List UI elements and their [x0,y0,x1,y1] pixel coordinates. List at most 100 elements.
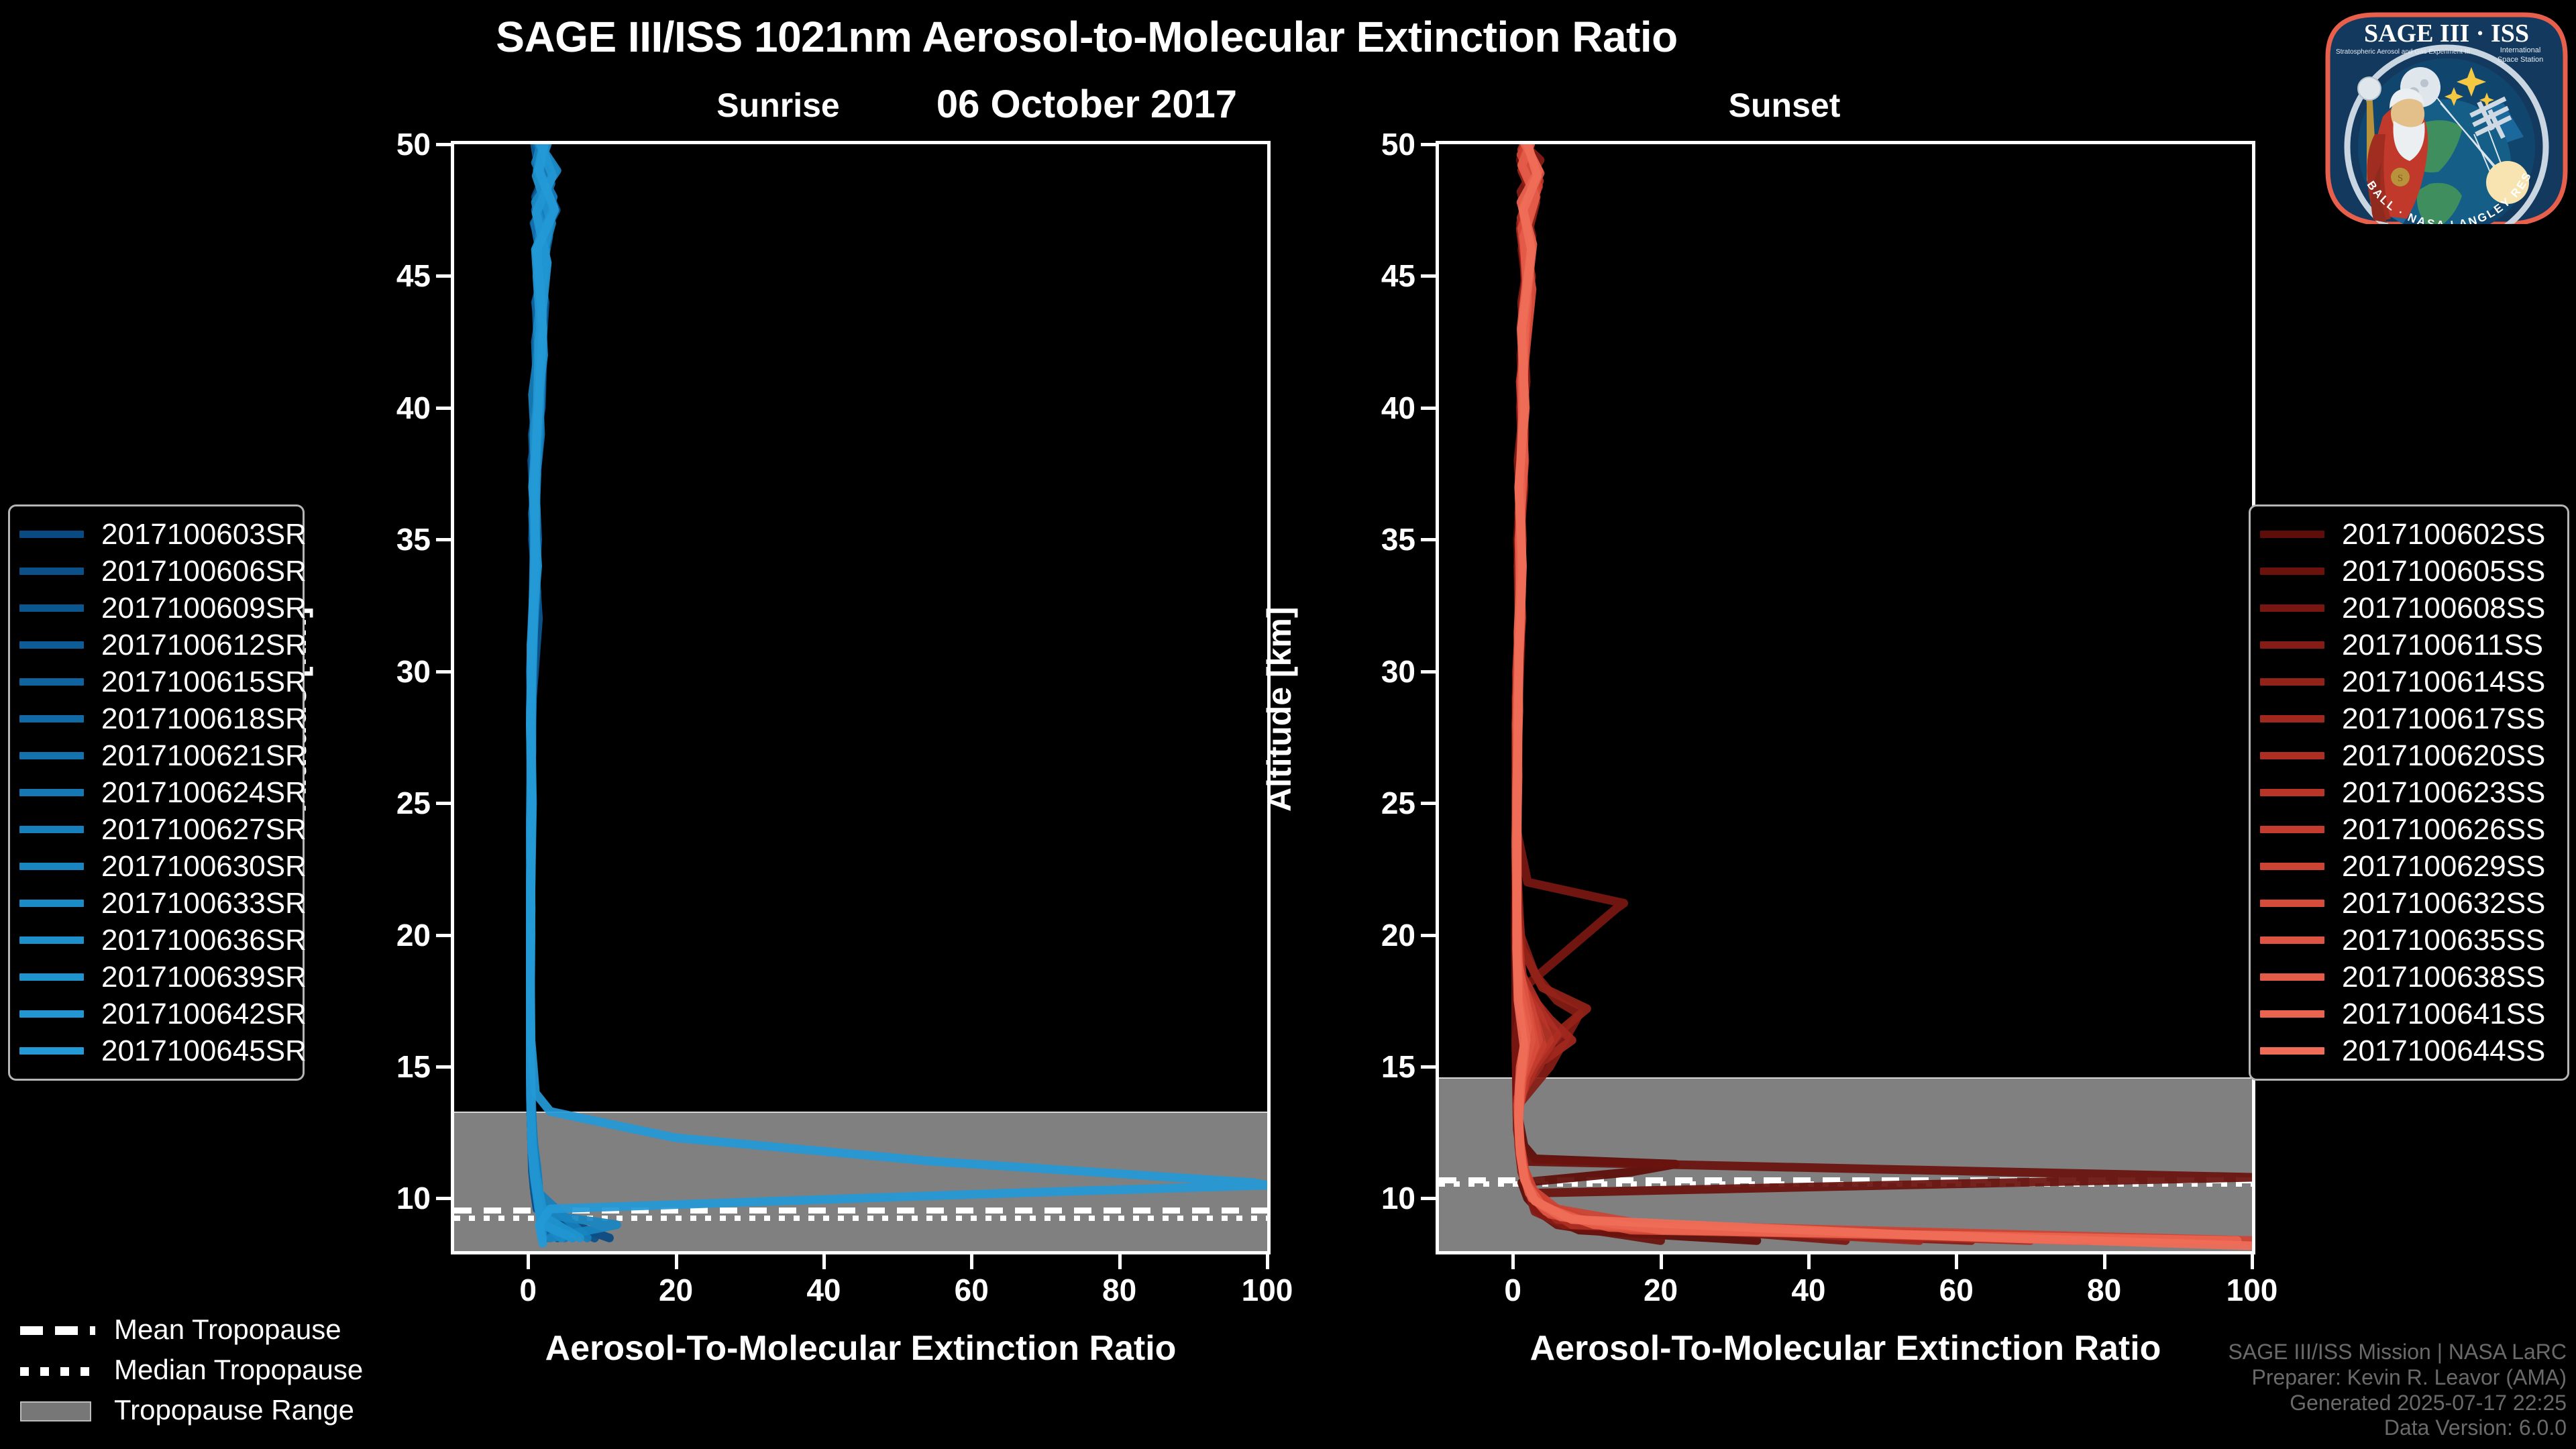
legend-color-swatch-icon [2260,789,2324,796]
legend-item[interactable]: 2017100605SS [2260,553,2555,590]
y-tick-label-sr-40: 40 [396,390,431,425]
y-tick-label-sr-15: 15 [396,1049,431,1084]
page-date: 06 October 2017 [936,83,1238,126]
x-tick-mark-ss-60 [1955,1254,1959,1269]
legend-sunrise[interactable]: 2017100603SR 2017100606SR 2017100609SR 2017… [8,504,307,1081]
legend-label: 2017100609SR [101,591,307,625]
median-tropopause-line-sunrise [454,1215,1267,1221]
legend-item[interactable]: 2017100632SS [2260,885,2555,922]
legend-item[interactable]: 2017100606SR [19,553,307,590]
y-tick-mark-sr-40 [436,406,451,410]
legend-label: 2017100605SS [2342,554,2546,588]
legend-label: 2017100630SR [101,849,307,883]
x-tick-label-ss-0: 0 [1504,1273,1521,1307]
legend-item[interactable]: 2017100638SS [2260,959,2555,996]
legend-item[interactable]: 2017100644SS [2260,1032,2555,1069]
legend-item[interactable]: 2017100629SS [2260,848,2555,885]
x-tick-mark-ss-0 [1511,1254,1515,1269]
y-tick-label-sr-10: 10 [396,1181,431,1216]
profile-traces-sunset [1511,144,2252,1250]
y-tick-mark-sr-15 [436,1065,451,1069]
legend-label: 2017100627SR [101,812,307,846]
legend-label: 2017100617SS [2342,702,2546,735]
y-tick-label-ss-50: 50 [1381,127,1415,162]
legend-color-swatch-icon [19,715,84,722]
plot-panel-sunrise[interactable] [451,141,1271,1254]
x-tick-label-ss-100: 100 [2226,1273,2278,1307]
legend-item[interactable]: 2017100635SS [2260,922,2555,959]
legend-item[interactable]: 2017100639SR [19,959,307,996]
legend-color-swatch-icon [2260,936,2324,944]
credits-line-version: Data Version: 6.0.0 [2383,1415,2567,1440]
legend-color-swatch-icon [19,826,84,833]
svg-text:S: S [2398,173,2403,184]
legend-item[interactable]: 2017100608SS [2260,590,2555,627]
y-tick-label-ss-25: 25 [1381,786,1415,821]
legend-item[interactable]: 2017100624SR [19,774,307,811]
credits-line-generated: Generated 2025-07-17 22:25 [2290,1390,2567,1415]
legend-label: 2017100602SS [2342,517,2546,551]
legend-item[interactable]: 2017100603SR [19,516,307,553]
page-title: SAGE III/ISS 1021nm Aerosol-to-Molecular… [496,13,1678,61]
y-tick-mark-ss-45 [1421,274,1436,278]
legend-label: 2017100624SR [101,775,307,809]
logo-title-text: SAGE III · ISS [2364,19,2529,48]
plot-panel-sunset[interactable] [1436,141,2255,1254]
legend-sunset[interactable]: 2017100602SS 2017100605SS 2017100608SS 2017… [2249,504,2569,1081]
legend-item[interactable]: 2017100636SR [19,922,307,959]
legend-item[interactable]: 2017100602SS [2260,516,2555,553]
x-tick-mark-ss-100 [2251,1254,2254,1269]
legend-item[interactable]: 2017100623SS [2260,774,2555,811]
profile-traces-sunrise [526,144,1267,1248]
legend-item[interactable]: 2017100615SR [19,663,307,700]
panel-label-sunset: Sunset [1728,87,1841,124]
legend-item[interactable]: 2017100641SS [2260,996,2555,1032]
legend-label: 2017100620SS [2342,739,2546,772]
y-tick-mark-ss-15 [1421,1065,1436,1069]
x-tick-mark-sr-100 [1266,1254,1269,1269]
legend-item[interactable]: 2017100609SR [19,590,307,627]
y-axis-label-sunset: Altitude [km] [1260,606,1298,812]
legend-label: 2017100642SR [101,997,307,1030]
legend-item[interactable]: 2017100633SR [19,885,307,922]
y-tick-mark-ss-50 [1421,143,1436,146]
y-tick-mark-sr-30 [436,669,451,674]
legend-color-swatch-icon [2260,826,2324,833]
legend-label: 2017100644SS [2342,1034,2546,1067]
credits-line-mission: SAGE III/ISS Mission | NASA LaRC [2228,1340,2567,1364]
x-tick-label-sr-100: 100 [1241,1273,1293,1307]
legend-item-median-tropopause: Median Tropopause [9,1350,363,1390]
x-axis-label-sunrise: Aerosol-To-Molecular Extinction Ratio [545,1329,1177,1368]
legend-item[interactable]: 2017100611SS [2260,627,2555,663]
legend-item[interactable]: 2017100645SR [19,1032,307,1069]
legend-item[interactable]: 2017100612SR [19,627,307,663]
legend-item[interactable]: 2017100614SS [2260,663,2555,700]
y-tick-label-sr-50: 50 [396,127,431,162]
x-tick-label-sr-20: 20 [658,1273,694,1307]
legend-item[interactable]: 2017100620SS [2260,737,2555,774]
legend-item[interactable]: 2017100618SR [19,700,307,737]
credits-block: SAGE III/ISS Mission | NASA LaRC Prepare… [2229,1340,2567,1441]
legend-item[interactable]: 2017100617SS [2260,700,2555,737]
legend-color-swatch-icon [2260,715,2324,722]
legend-color-swatch-icon [19,641,84,649]
legend-color-swatch-icon [19,936,84,944]
y-tick-mark-sr-35 [436,538,451,542]
legend-label: 2017100635SS [2342,923,2546,957]
legend-label: 2017100603SR [101,517,307,551]
legend-item[interactable]: 2017100642SR [19,996,307,1032]
legend-label: 2017100641SS [2342,997,2546,1030]
x-tick-mark-ss-80 [2102,1254,2106,1269]
legend-item[interactable]: 2017100630SR [19,848,307,885]
y-tick-mark-ss-10 [1421,1197,1436,1201]
legend-item[interactable]: 2017100626SS [2260,811,2555,848]
svg-text:Stratospheric Aerosol and Gas: Stratospheric Aerosol and Gas Experiment… [2336,48,2470,56]
credits-line-preparer: Preparer: Kevin R. Leavor (AMA) [2251,1364,2567,1389]
legend-color-swatch-icon [19,863,84,870]
y-tick-label-ss-45: 45 [1381,258,1415,294]
y-tick-label-sr-25: 25 [396,786,431,821]
legend-item[interactable]: 2017100627SR [19,811,307,848]
x-tick-label-ss-80: 80 [2087,1273,2122,1307]
legend-item[interactable]: 2017100621SR [19,737,307,774]
y-tick-mark-ss-40 [1421,406,1436,410]
